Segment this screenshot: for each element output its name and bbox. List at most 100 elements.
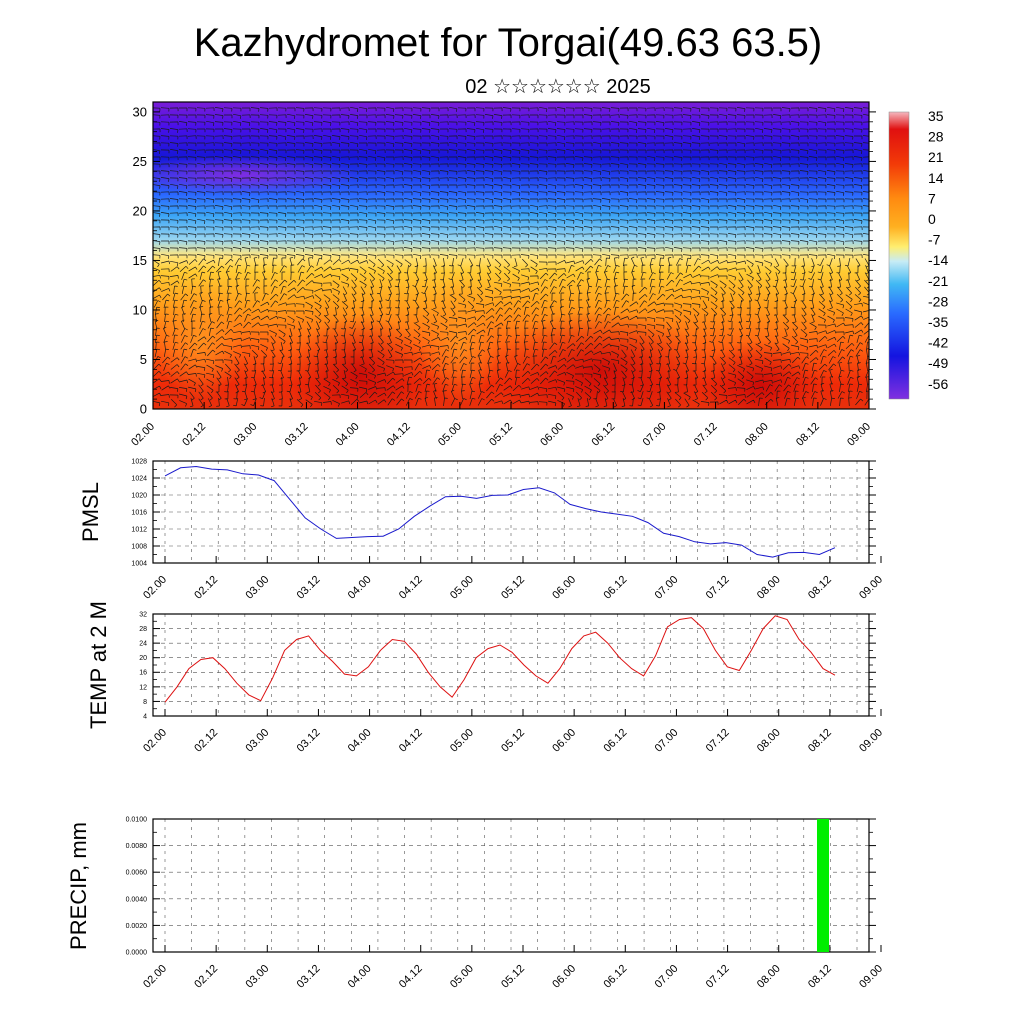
y-tick-label: 12 — [139, 684, 147, 691]
x-tick-label: 02.12 — [192, 727, 220, 755]
x-tick-label: 04.00 — [346, 574, 374, 602]
chart-subtitle: 02 ☆☆☆☆☆☆ 2025 — [465, 76, 650, 98]
y-tick-label: 20 — [133, 203, 147, 218]
x-tick-label: 06.00 — [550, 963, 578, 991]
x-tick-label: 04.00 — [346, 963, 374, 991]
x-tick-label: 08.12 — [794, 421, 822, 449]
warm-core-2 — [490, 310, 710, 409]
x-tick-label: 08.12 — [806, 727, 834, 755]
x-tick-label: 03.12 — [283, 421, 311, 449]
x-tick-label: 06.00 — [550, 727, 578, 755]
y-tick-label: 0 — [140, 402, 147, 417]
x-tick-label: 08.00 — [755, 727, 783, 755]
colorbar-label: 28 — [928, 129, 944, 145]
y-tick-label: 30 — [133, 104, 147, 119]
x-tick-label: 07.12 — [704, 963, 732, 991]
x-tick-label: 08.00 — [743, 421, 771, 449]
pmsl-series-line — [164, 465, 836, 558]
temp-grid — [153, 614, 869, 716]
x-tick-label: 03.00 — [243, 963, 271, 991]
colorbar-label: -21 — [928, 273, 948, 289]
y-tick-label: 25 — [133, 154, 147, 169]
x-tick-label: 04.12 — [385, 421, 413, 449]
x-tick-label: 09.00 — [857, 727, 885, 755]
x-tick-label: 08.00 — [755, 963, 783, 991]
x-tick-label: 05.00 — [448, 963, 476, 991]
x-tick-label: 07.12 — [692, 421, 720, 449]
temp-y-axis: 4 8 12 16 20 24 28 32 — [139, 611, 876, 720]
y-tick-label: 1016 — [131, 509, 147, 516]
y-tick-label: 1012 — [131, 526, 147, 533]
x-tick-label: 09.00 — [845, 421, 873, 449]
colorbar-scale — [888, 111, 910, 400]
colorbar-label: -56 — [928, 376, 948, 392]
temp-series-line — [164, 615, 836, 703]
x-tick-label: 06.00 — [550, 574, 578, 602]
y-tick-label: 28 — [139, 626, 147, 633]
precip-bars — [817, 819, 829, 952]
wind-barbs-layer — [153, 106, 869, 408]
x-tick-label: 08.12 — [806, 963, 834, 991]
y-tick-label: 0.0020 — [126, 923, 148, 930]
colorbar-label: -49 — [928, 355, 948, 371]
x-tick-label: 02.00 — [141, 727, 169, 755]
y-tick-label: 0.0100 — [126, 816, 148, 823]
wind-barb-path — [153, 106, 869, 408]
x-tick-label: 04.00 — [346, 727, 374, 755]
x-tick-label: 03.12 — [295, 727, 323, 755]
precip-panel: 0.0000 0.0020 0.0040 0.0060 0.0080 0.0100 02.… — [66, 816, 885, 990]
cross-section-panel: 0 5 10 15 20 25 30 02.00 02.12 03.00 03.12 04.00 04… — [129, 101, 876, 449]
y-tick-label: 0.0000 — [126, 949, 148, 956]
x-tick-label: 03.00 — [231, 421, 259, 449]
x-tick-label: 03.00 — [243, 727, 271, 755]
x-tick-label: 07.00 — [653, 574, 681, 602]
y-tick-label: 0.0080 — [126, 843, 148, 850]
precip-y-axis: 0.0000 0.0020 0.0040 0.0060 0.0080 0.0100 — [126, 816, 876, 956]
x-tick-label: 04.00 — [334, 421, 362, 449]
x-tick-label: 03.12 — [295, 574, 323, 602]
pmsl-grid — [153, 461, 869, 563]
x-tick-label: 08.12 — [806, 574, 834, 602]
colorbar-label: 14 — [928, 170, 944, 186]
colorbar-label: -35 — [928, 314, 948, 330]
x-tick-label: 07.00 — [653, 727, 681, 755]
x-tick-label: 09.00 — [857, 574, 885, 602]
x-tick-label: 09.00 — [857, 963, 885, 991]
colorbar: 35 28 21 14 7 0 -7 -14 -21 -28 -35 -42 -49 -56 — [888, 108, 948, 400]
y-tick-label: 24 — [139, 641, 147, 648]
colorbar-label: 21 — [928, 149, 944, 165]
x-tick-label: 05.00 — [436, 421, 464, 449]
temp-axis-label: TEMP at 2 M — [86, 601, 111, 729]
x-tick-label: 06.12 — [601, 727, 629, 755]
y-tick-label: 1008 — [131, 543, 147, 550]
colorbar-label: 7 — [928, 190, 936, 206]
x-tick-label: 04.12 — [397, 574, 425, 602]
pmsl-panel: 1004 1008 1012 1016 1020 1024 1028 02.00 02.12 0… — [78, 458, 885, 601]
x-tick-label: 05.12 — [499, 727, 527, 755]
y-tick-label: 1028 — [131, 458, 147, 465]
pmsl-axis-label: PMSL — [78, 482, 103, 542]
x-tick-label: 02.12 — [180, 421, 208, 449]
colorbar-label: -7 — [928, 232, 941, 248]
y-tick-label: 32 — [139, 611, 147, 618]
y-tick-label: 5 — [140, 352, 147, 367]
x-tick-label: 05.12 — [499, 574, 527, 602]
x-tick-label: 04.12 — [397, 727, 425, 755]
y-tick-label: 4 — [143, 713, 147, 720]
warm-core-1 — [290, 315, 430, 409]
x-tick-label: 02.12 — [192, 963, 220, 991]
y-tick-label: 1020 — [131, 492, 147, 499]
precip-axis-label: PRECIP, mm — [66, 822, 91, 950]
colorbar-label: -28 — [928, 293, 948, 309]
temp-panel: 4 8 12 16 20 24 28 32 02.00 02.12 03.00 03.12 04.00… — [86, 601, 885, 755]
x-tick-label: 02.00 — [141, 963, 169, 991]
x-tick-label: 06.00 — [538, 421, 566, 449]
precip-grid — [153, 819, 869, 952]
x-tick-label: 02.00 — [141, 574, 169, 602]
x-tick-label: 03.00 — [243, 574, 271, 602]
x-tick-label: 05.12 — [487, 421, 515, 449]
y-tick-label: 10 — [133, 303, 147, 318]
y-tick-label: 1004 — [131, 560, 147, 567]
